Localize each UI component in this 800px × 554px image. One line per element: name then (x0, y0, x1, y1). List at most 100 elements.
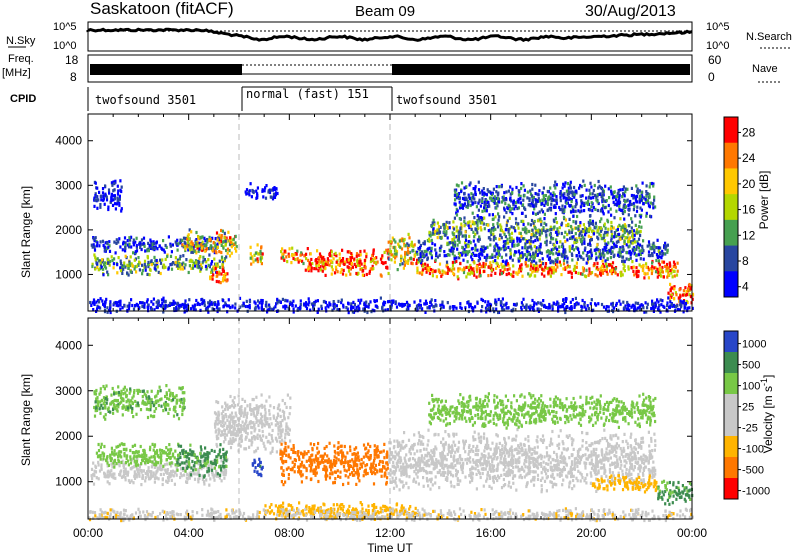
scatter-cell (299, 303, 302, 307)
scatter-cell (175, 400, 179, 404)
scatter-cell (635, 230, 638, 234)
scatter-cell (550, 265, 553, 270)
scatter-cell (520, 305, 523, 310)
scatter-cell (455, 194, 458, 198)
scatter-cell (229, 306, 232, 310)
scatter-cell (553, 219, 556, 224)
scatter-cell (321, 269, 324, 273)
scatter-cell (373, 260, 376, 264)
scatter-cell (138, 268, 141, 272)
scatter-cell (151, 401, 154, 405)
scatter-cell (458, 253, 461, 257)
scatter-cell (372, 251, 375, 255)
scatter-cell (184, 263, 187, 267)
scatter-cell (487, 300, 490, 304)
scatter-cell (625, 199, 628, 203)
scatter-cell (474, 187, 477, 191)
scatter-cell (320, 268, 323, 272)
scatter-cell (407, 232, 410, 236)
scatter-cell (495, 202, 498, 206)
scatter-cell (417, 246, 420, 251)
scatter-cell (347, 311, 350, 315)
scatter-cell (116, 192, 120, 196)
scatter-cell (667, 296, 670, 300)
scatter-cell (627, 267, 630, 271)
scatter-cell (520, 182, 523, 186)
scatter-cell (649, 182, 652, 186)
scatter-cell (203, 236, 206, 240)
scatter-cell (492, 232, 495, 236)
scatter-cell (93, 392, 96, 396)
scatter-cell (596, 243, 599, 247)
scatter-cell (217, 302, 220, 306)
scatter-cell (95, 244, 98, 248)
scatter-cell (135, 412, 138, 416)
scatter-cell (508, 208, 511, 212)
scatter-cell (603, 264, 606, 268)
scatter-cell (212, 265, 215, 269)
scatter-cell (455, 259, 458, 264)
scatter-cell (688, 293, 691, 297)
scatter-cell (109, 402, 113, 406)
scatter-cell (513, 244, 516, 248)
scatter-cell (539, 217, 542, 221)
scatter-cell (619, 271, 622, 275)
scatter-cell (572, 268, 576, 272)
scatter-cell (474, 305, 477, 309)
scatter-cell (672, 296, 676, 301)
scatter-cell (167, 455, 171, 460)
scatter-cell (105, 195, 108, 199)
scatter-cell (657, 270, 660, 274)
scatter-cell (538, 232, 541, 237)
power-colorbar-label: Power [dB] (757, 171, 771, 230)
scatter-cell (216, 307, 219, 311)
scatter-cell (516, 272, 519, 276)
scatter-cell (538, 199, 541, 203)
scatter-cell (610, 251, 613, 255)
scatter-cell (365, 252, 368, 256)
scatter-cell (451, 238, 454, 242)
scatter-cell (524, 260, 527, 264)
scatter-cell (622, 267, 625, 271)
scatter-cell (120, 442, 123, 446)
scatter-cell (95, 261, 98, 265)
scatter-cell (615, 202, 618, 206)
scatter-cell (511, 191, 514, 195)
scatter-cell (461, 245, 464, 249)
scatter-cell (478, 219, 481, 223)
scatter-cell (497, 225, 500, 229)
scatter-cell (562, 196, 565, 200)
scatter-cell (669, 282, 672, 286)
scatter-cell (260, 251, 263, 256)
scatter-cell (417, 239, 420, 243)
scatter-cell (635, 266, 638, 270)
scatter-cell (515, 185, 518, 190)
scatter-cell (543, 203, 546, 207)
scatter-cell (335, 304, 338, 308)
scatter-cell (542, 197, 545, 201)
scatter-cell (532, 234, 535, 238)
scatter-cell (221, 265, 224, 269)
scatter-cell (439, 249, 442, 253)
scatter-cell (210, 262, 213, 266)
scatter-cell (159, 398, 162, 402)
beam-title: Beam 09 (355, 3, 415, 20)
scatter-cell (198, 241, 201, 245)
scatter-cell (563, 184, 566, 188)
scatter-cell (107, 409, 110, 413)
scatter-cell (632, 246, 635, 250)
scatter-cell (501, 306, 504, 310)
scatter-cell (581, 228, 584, 232)
scatter-cell (360, 298, 363, 302)
scatter-cell (495, 196, 498, 200)
scatter-cell (365, 255, 368, 259)
scatter-cell (212, 474, 216, 478)
scatter-cell (590, 236, 593, 240)
scatter-cell (436, 231, 439, 235)
scatter-cell (529, 245, 532, 249)
scatter-cell (597, 247, 600, 252)
scatter-cell (577, 225, 580, 229)
scatter-cell (601, 193, 604, 197)
scatter-cell (113, 465, 116, 469)
